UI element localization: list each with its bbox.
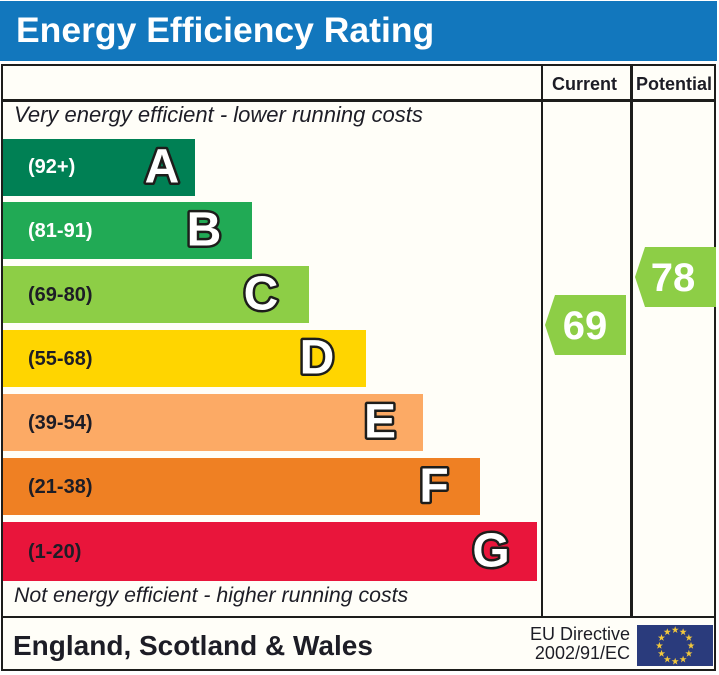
svg-text:C: C	[244, 268, 279, 321]
svg-text:F: F	[419, 460, 448, 513]
svg-text:D: D	[300, 332, 335, 385]
svg-text:B: B	[187, 204, 222, 257]
svg-text:78: 78	[651, 256, 696, 300]
svg-text:E: E	[364, 396, 396, 449]
svg-text:G: G	[472, 525, 509, 578]
svg-text:A: A	[145, 140, 180, 193]
svg-text:69: 69	[563, 304, 608, 348]
